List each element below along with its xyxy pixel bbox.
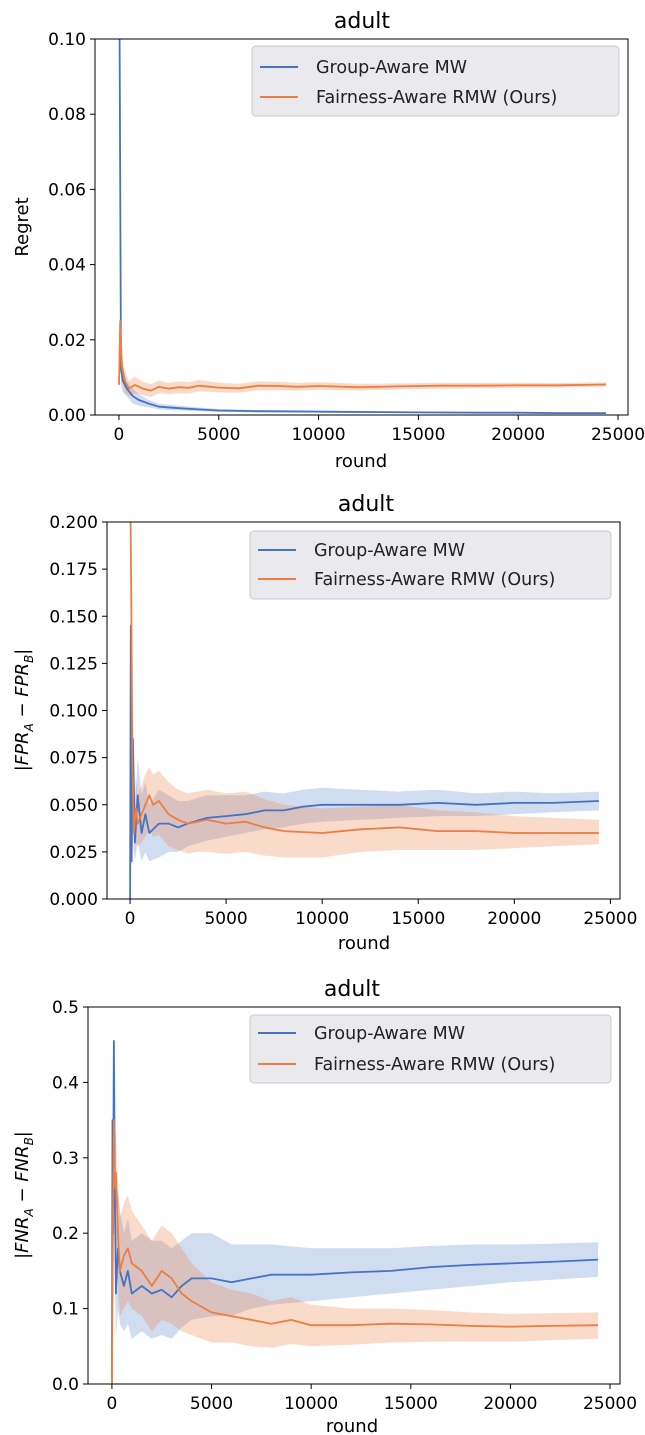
x-tick-label: 20000 [487, 909, 541, 929]
x-ticks: 0 5000 10000 15000 20000 25000 [125, 899, 637, 929]
legend-label-fairness-aware: Fairness-Aware RMW (Ours) [316, 88, 557, 108]
x-tick-label: 15000 [384, 1394, 438, 1414]
y-tick-label: 0.3 [52, 1149, 79, 1169]
regret-chart: adult 0 5000 10000 15000 20000 25000 0.00 0.02… [12, 9, 645, 472]
y-tick-label: 0.0 [52, 1375, 79, 1395]
y-tick-label: 0.100 [49, 702, 98, 722]
legend: Group-Aware MW Fairness-Aware RMW (Ours) [251, 45, 620, 117]
x-axis-label: round [335, 451, 387, 472]
chart-title: adult [324, 977, 381, 1002]
series-line-1 [129, 522, 599, 834]
x-tick-label: 25000 [583, 909, 637, 929]
x-tick-label: 0 [106, 1394, 117, 1414]
series-band-0 [130, 616, 599, 899]
legend-label-group-aware: Group-Aware MW [314, 541, 465, 561]
legend-box [249, 1014, 612, 1084]
y-tick-label: 0.06 [48, 180, 86, 200]
chart-title: adult [334, 9, 391, 34]
legend: Group-Aware MW Fairness-Aware RMW (Ours) [249, 530, 612, 600]
x-tick-label: 10000 [292, 425, 346, 445]
x-tick-label: 0 [114, 425, 125, 445]
y-tick-label: 0.4 [52, 1073, 79, 1093]
x-tick-label: 20000 [483, 1394, 537, 1414]
x-tick-label: 5000 [190, 1394, 233, 1414]
y-tick-label: 0.200 [49, 513, 98, 533]
x-axis-label: round [326, 1416, 378, 1435]
x-axis-label: round [338, 933, 390, 954]
x-tick-label: 0 [125, 909, 136, 929]
y-tick-label: 0.050 [49, 796, 98, 816]
x-ticks: 0 5000 10000 15000 20000 25000 [106, 1384, 637, 1414]
legend-box [251, 45, 620, 117]
y-tick-label: 0.025 [49, 843, 98, 863]
legend: Group-Aware MW Fairness-Aware RMW (Ours) [249, 1014, 612, 1084]
x-tick-label: 10000 [295, 909, 349, 929]
legend-box [249, 530, 612, 600]
legend-label-group-aware: Group-Aware MW [314, 1024, 465, 1044]
x-tick-label: 5000 [204, 909, 247, 929]
plot-frame [87, 1006, 621, 1385]
x-tick-label: 15000 [391, 425, 445, 445]
legend-label-fairness-aware: Fairness-Aware RMW (Ours) [314, 1055, 555, 1075]
x-tick-label: 25000 [591, 425, 645, 445]
y-tick-label: 0.000 [49, 890, 98, 910]
plot-content [129, 522, 599, 899]
y-axis-label: |FPRA − FPRB| [12, 649, 36, 772]
x-ticks: 0 5000 10000 15000 20000 25000 [114, 415, 645, 445]
y-tick-label: 0.2 [52, 1224, 79, 1244]
y-tick-label: 0.150 [49, 607, 98, 627]
plot-frame [94, 38, 629, 416]
chart-title: adult [338, 492, 395, 517]
y-tick-label: 0.1 [52, 1300, 79, 1320]
series-line-1 [111, 1119, 599, 1384]
y-tick-label: 0.10 [48, 30, 86, 50]
series-band-0 [111, 1037, 599, 1384]
plot-content [118, 39, 607, 415]
y-tick-label: 0.175 [49, 560, 98, 580]
x-tick-label: 20000 [491, 425, 545, 445]
x-tick-label: 10000 [284, 1394, 338, 1414]
y-ticks: 0.0 0.1 0.2 0.3 0.4 0.5 [52, 998, 88, 1395]
y-ticks: 0.00 0.02 0.04 0.06 0.08 0.10 [48, 30, 95, 426]
y-tick-label: 0.5 [52, 998, 79, 1018]
x-tick-label: 5000 [197, 425, 240, 445]
y-axis-label: |FNRA − FNRB| [12, 1131, 36, 1259]
series-line-0 [129, 624, 599, 899]
y-axis-label: Regret [12, 197, 33, 256]
legend-label-fairness-aware: Fairness-Aware RMW (Ours) [314, 570, 555, 590]
y-tick-label: 0.075 [49, 749, 98, 769]
y-tick-label: 0.125 [49, 654, 98, 674]
x-tick-label: 15000 [391, 909, 445, 929]
series-line-1 [118, 320, 607, 392]
series-line-0 [118, 39, 606, 415]
y-ticks: 0.000 0.025 0.050 0.075 0.100 0.125 0.150 0.175… [49, 513, 107, 910]
y-tick-label: 0.02 [48, 331, 86, 351]
fpr-gap-chart: adult 0 5000 10000 15000 20000 25000 0.0000.0… [12, 492, 637, 954]
x-tick-label: 25000 [583, 1394, 637, 1414]
y-tick-label: 0.08 [48, 105, 86, 125]
plot-content [111, 1037, 599, 1384]
fnr-gap-chart: adult 0 5000 10000 15000 20000 25000 0.00.10.… [12, 977, 637, 1435]
legend-label-group-aware: Group-Aware MW [316, 58, 467, 78]
y-tick-label: 0.00 [48, 406, 86, 426]
series-line-0 [111, 1040, 599, 1384]
y-tick-label: 0.04 [48, 256, 86, 276]
